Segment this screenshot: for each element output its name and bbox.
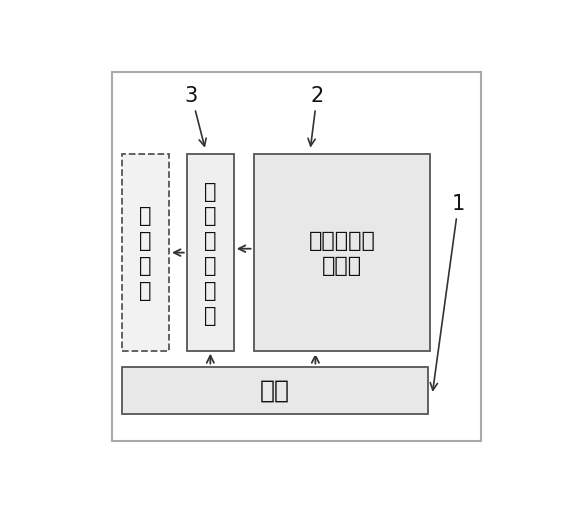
Text: 1: 1	[430, 194, 465, 390]
Bar	[122, 367, 428, 414]
Text: 驱动信号发
生电路: 驱动信号发 生电路	[309, 231, 375, 275]
Bar	[187, 155, 234, 351]
Text: 2: 2	[308, 86, 324, 147]
Text: 3: 3	[185, 86, 206, 147]
Bar	[254, 155, 430, 351]
Text: 工
作
状
态
指
示: 工 作 状 态 指 示	[204, 181, 217, 325]
Bar	[122, 155, 169, 351]
Text: 驱
动
接
口: 驱 动 接 口	[140, 206, 152, 300]
Text: 电源: 电源	[260, 378, 290, 402]
